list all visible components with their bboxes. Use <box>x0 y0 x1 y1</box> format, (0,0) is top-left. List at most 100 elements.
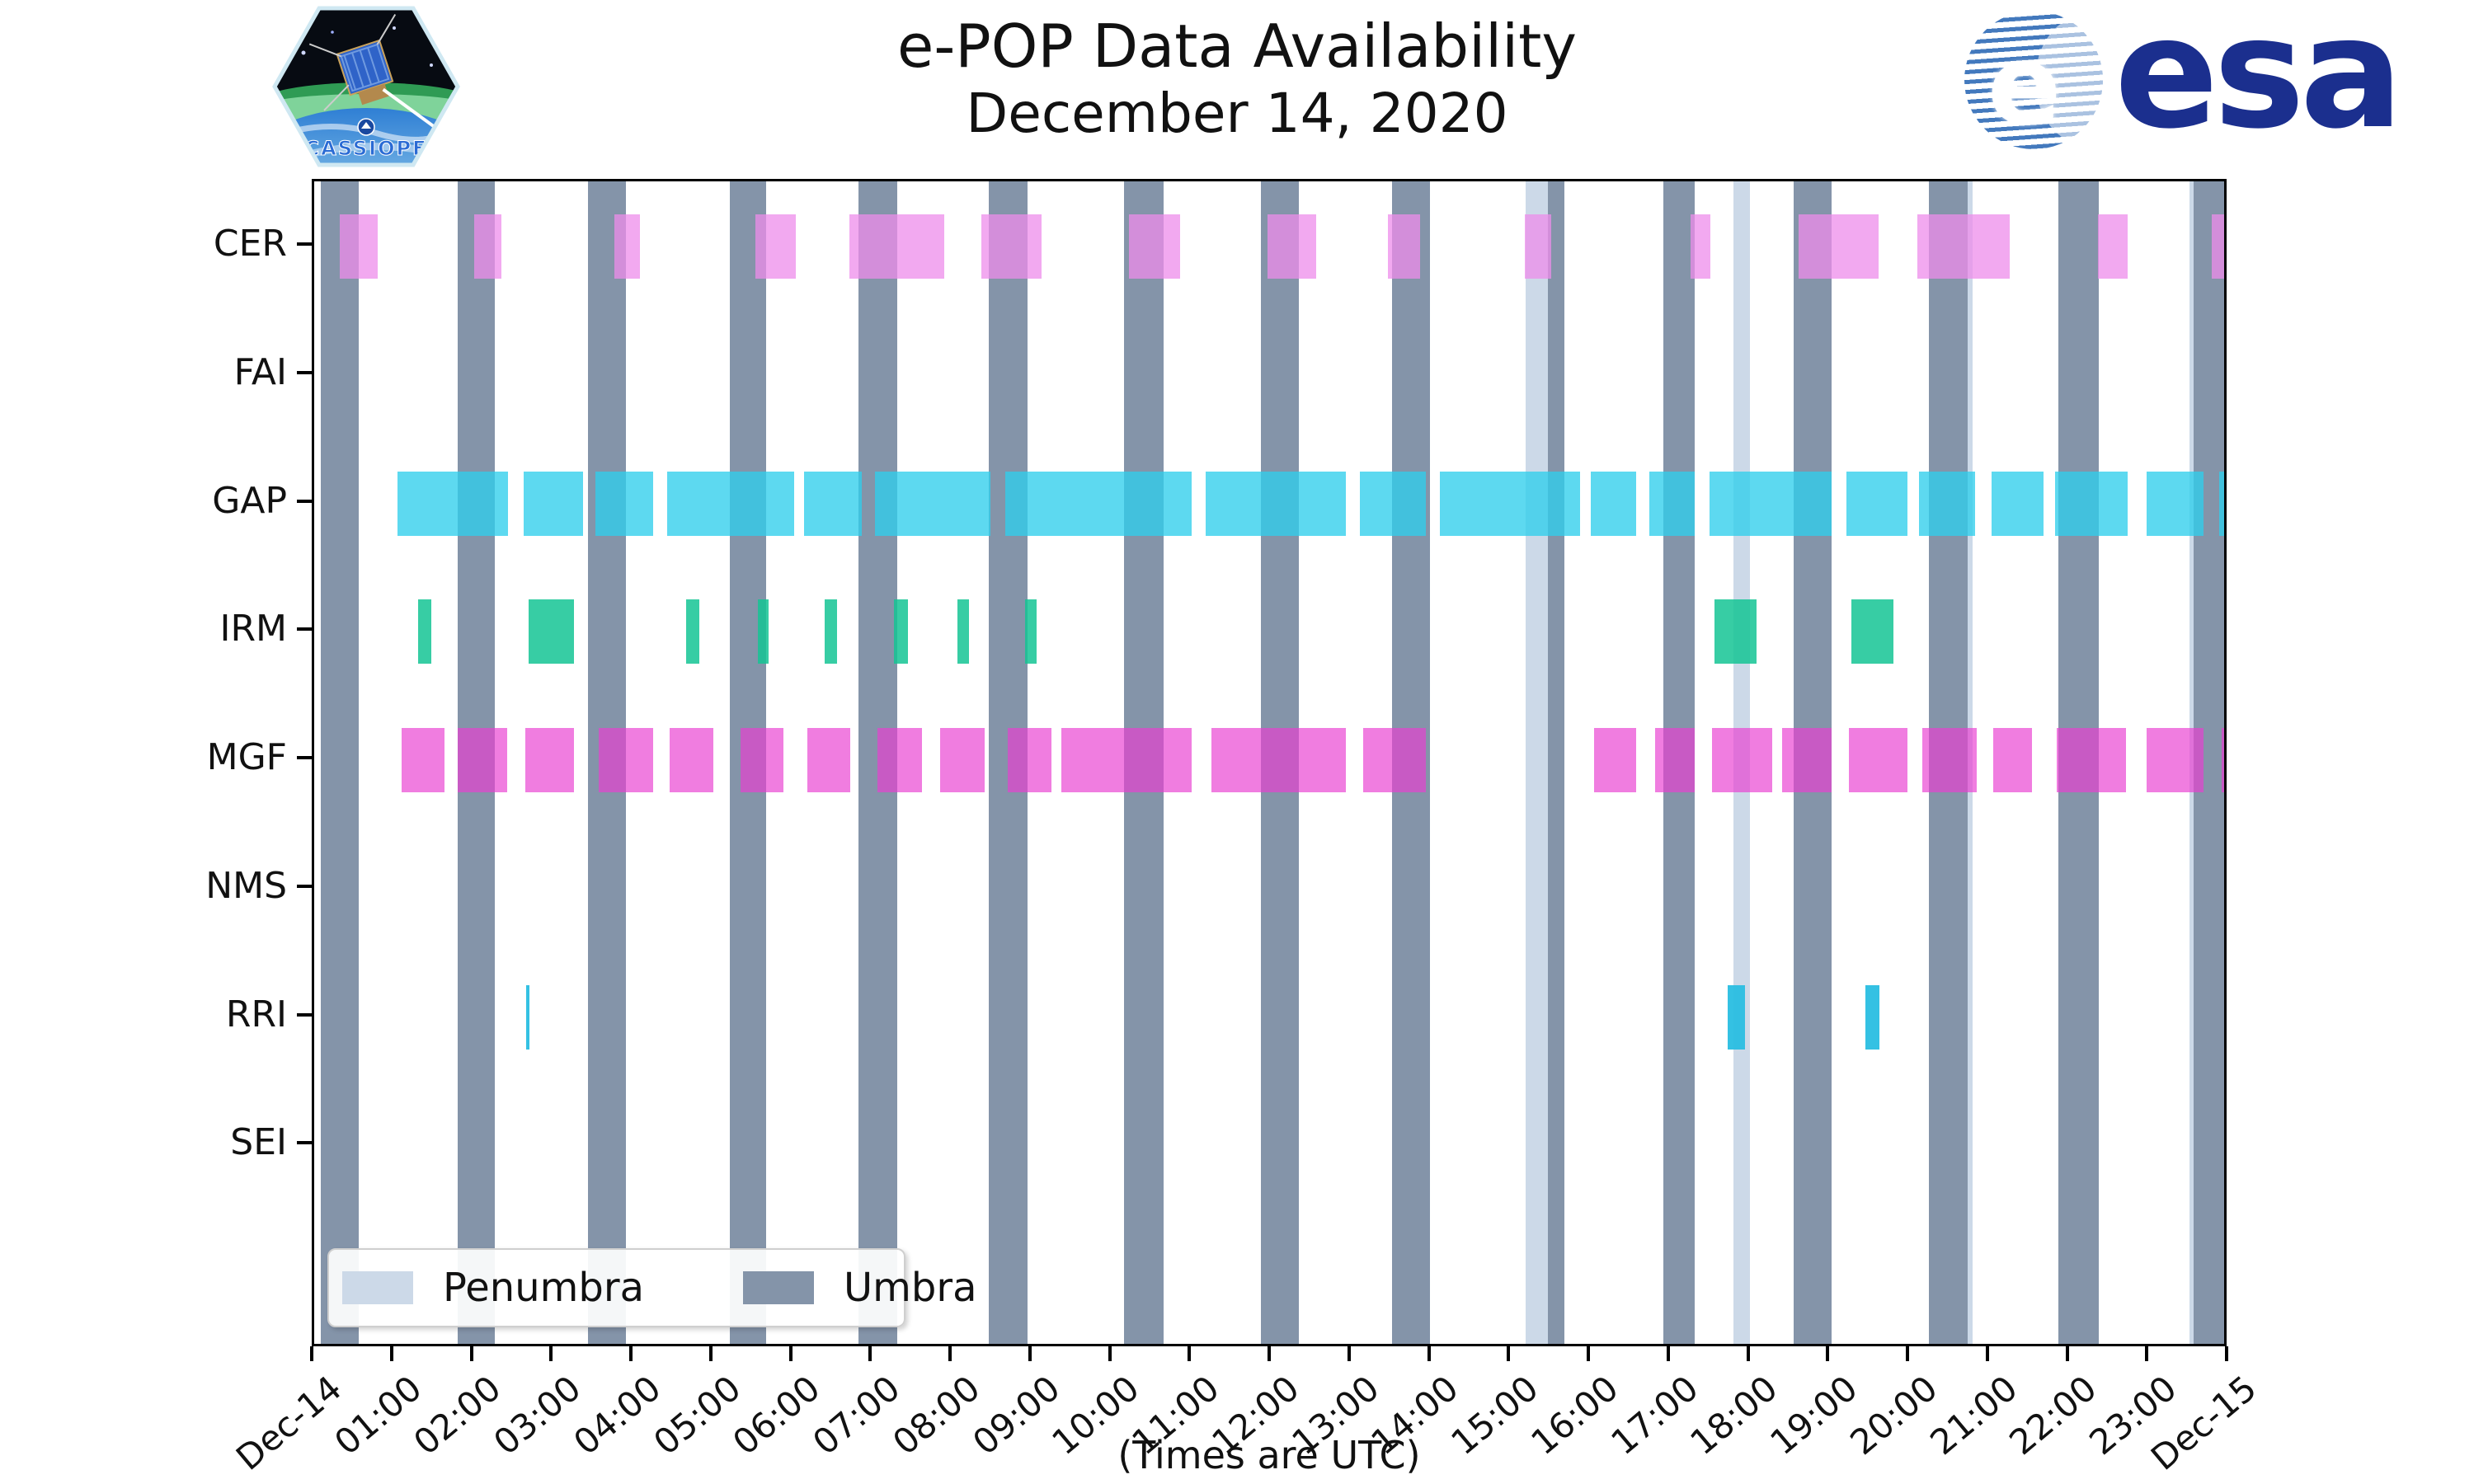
availability-bar-MGF <box>1593 728 1636 792</box>
availability-bar-MGF <box>1993 728 2033 792</box>
availability-bar-CER <box>2097 214 2128 279</box>
x-tick <box>2065 1346 2069 1361</box>
umbra-band <box>1547 181 1564 1344</box>
x-tick <box>1028 1346 1032 1361</box>
y-tick <box>297 884 312 888</box>
availability-bar-GAP <box>1590 471 1636 536</box>
availability-bar-CER <box>849 214 945 279</box>
esa-globe-e: e <box>1987 22 2062 149</box>
x-axis-label: (Times are UTC) <box>1117 1433 1421 1477</box>
availability-bar-GAP <box>667 471 794 536</box>
y-tick <box>297 370 312 374</box>
y-label-MGF: MGF <box>206 736 287 778</box>
availability-bar-MGF <box>940 728 985 792</box>
penumbra-band <box>1525 181 1548 1344</box>
plot-area <box>312 179 2227 1346</box>
y-label-RRI: RRI <box>225 993 287 1036</box>
availability-bar-MGF <box>457 728 508 792</box>
y-label-IRM: IRM <box>219 608 287 650</box>
availability-bar-GAP <box>2055 471 2128 536</box>
availability-bar-GAP <box>1992 471 2044 536</box>
availability-bar-IRM <box>418 599 431 665</box>
availability-bar-MGF <box>599 728 654 792</box>
x-tick <box>1188 1346 1192 1361</box>
x-tick <box>1268 1346 1271 1361</box>
availability-bar-GAP <box>1440 471 1581 536</box>
availability-bar-MGF <box>1007 728 1051 792</box>
availability-bar-MGF <box>741 728 784 792</box>
y-label-FAI: FAI <box>233 350 287 393</box>
availability-bar-CER <box>1387 214 1421 279</box>
availability-bar-GAP <box>875 471 991 536</box>
y-label-CER: CER <box>213 223 287 265</box>
esa-logo: e esa <box>1964 0 2426 162</box>
availability-bar-MGF <box>670 728 714 792</box>
availability-bar-GAP <box>523 471 584 536</box>
availability-bar-GAP <box>1004 471 1192 536</box>
availability-bar-MGF <box>2057 728 2127 792</box>
availability-bar-GAP <box>595 471 654 536</box>
y-label-GAP: GAP <box>212 479 287 522</box>
y-tick <box>297 756 312 759</box>
cassiope-patch-graphic: CASSIOPE <box>272 6 460 167</box>
x-tick <box>629 1346 633 1361</box>
availability-bar-MGF <box>1922 728 1977 792</box>
availability-bar-GAP <box>1846 471 1907 536</box>
availability-bar-IRM <box>1851 599 1893 665</box>
umbra-legend-swatch <box>742 1271 814 1304</box>
esa-wordmark: esa <box>2114 0 2403 162</box>
availability-bar-CER <box>981 214 1042 279</box>
availability-bar-IRM <box>1714 599 1757 665</box>
x-tick <box>2225 1346 2228 1361</box>
availability-bar-MGF <box>1362 728 1427 792</box>
availability-bar-IRM <box>1024 599 1037 665</box>
availability-bar-MGF <box>1655 728 1696 792</box>
availability-bar-IRM <box>824 599 837 665</box>
availability-bar-RRI <box>1727 984 1746 1050</box>
availability-bar-MGF <box>807 728 851 792</box>
x-tick <box>868 1346 872 1361</box>
chart-title: e-POP Data Availability December 14, 202… <box>0 12 2474 147</box>
x-tick <box>1507 1346 1511 1361</box>
x-tick <box>1826 1346 1830 1361</box>
legend: Penumbra Umbra <box>327 1248 977 1327</box>
availability-bar-CER <box>1129 214 1180 279</box>
x-tick <box>549 1346 553 1361</box>
x-tick <box>1427 1346 1431 1361</box>
umbra-legend-label: Umbra <box>843 1265 977 1311</box>
x-tick <box>1666 1346 1670 1361</box>
availability-bar-CER <box>339 214 379 279</box>
availability-bar-CER <box>614 214 640 279</box>
x-tick <box>2145 1346 2149 1361</box>
y-tick <box>297 499 312 503</box>
x-tick <box>788 1346 793 1361</box>
y-label-NMS: NMS <box>205 864 287 907</box>
title-line-1: e-POP Data Availability <box>897 12 1577 81</box>
x-tick <box>1108 1346 1112 1361</box>
availability-bar-RRI <box>1865 984 1880 1050</box>
x-tick <box>310 1346 313 1361</box>
penumbra-legend-swatch <box>342 1271 413 1304</box>
availability-bar-MGF <box>877 728 923 792</box>
availability-bar-RRI <box>525 984 529 1050</box>
availability-bar-CER <box>473 214 501 279</box>
availability-bar-IRM <box>685 599 700 665</box>
y-tick <box>297 242 312 246</box>
availability-bar-MGF <box>1061 728 1192 792</box>
y-tick <box>297 1141 312 1145</box>
title-line-2: December 14, 2020 <box>966 82 1508 145</box>
availability-bar-CER <box>1917 214 2011 279</box>
availability-bar-GAP <box>1360 471 1427 536</box>
availability-bar-GAP <box>2147 471 2204 536</box>
penumbra-legend-label: Penumbra <box>443 1265 644 1311</box>
availability-bar-GAP <box>804 471 862 536</box>
x-tick <box>948 1346 952 1361</box>
availability-bar-GAP <box>2219 471 2224 536</box>
x-tick <box>1746 1346 1750 1361</box>
x-tick <box>389 1346 393 1361</box>
availability-bar-MGF <box>1711 728 1772 792</box>
availability-bar-MGF <box>402 728 445 792</box>
x-tick <box>469 1346 473 1361</box>
y-label-SEI: SEI <box>230 1121 287 1164</box>
